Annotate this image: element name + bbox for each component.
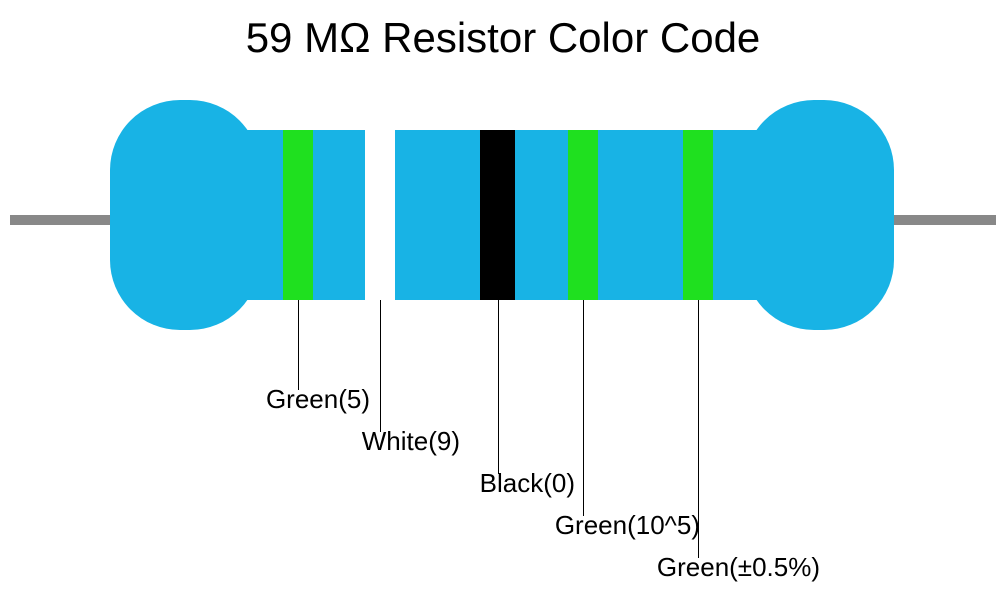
- diagram-title: 59 MΩ Resistor Color Code: [0, 14, 1006, 62]
- callout-line-3: [498, 300, 499, 474]
- callout-line-4: [583, 300, 584, 516]
- band-3: [480, 130, 515, 300]
- lead-wire-right: [876, 215, 996, 225]
- callout-label-5: Green(±0.5%): [0, 552, 820, 583]
- callout-line-2: [380, 300, 381, 432]
- band-5: [683, 130, 713, 300]
- band-4: [568, 130, 598, 300]
- callout-line-1: [298, 300, 299, 390]
- resistor-diagram: 59 MΩ Resistor Color Code Green(5) White…: [0, 0, 1006, 607]
- callout-label-2: White(9): [0, 426, 460, 457]
- callout-label-3: Black(0): [0, 468, 575, 499]
- band-2: [365, 130, 395, 300]
- callout-label-4: Green(10^5): [0, 510, 700, 541]
- band-1: [283, 130, 313, 300]
- callout-label-1: Green(5): [0, 384, 370, 415]
